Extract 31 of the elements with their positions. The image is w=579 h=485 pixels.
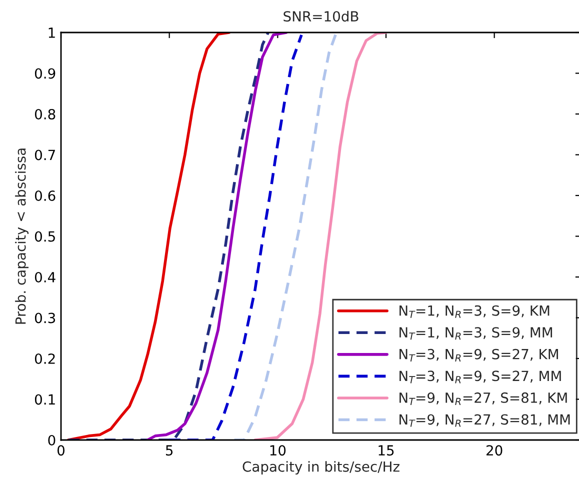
y-tick-label: 0	[48, 434, 56, 446]
legend-label: N$_{T}$=9, N$_{R}$=27, S=81, MM	[400, 414, 570, 427]
y-tick-label: 0.2	[34, 353, 55, 364]
x-tick-label: 20	[486, 445, 502, 456]
legend-label: N$_{T}$=9, N$_{R}$=27, S=81, KM	[400, 392, 567, 406]
line-series	[232, 32, 338, 440]
y-tick-label: 0.6	[34, 190, 56, 201]
legend-label: N$_{T}$=3, N$_{R}$=9, S=27, MM	[400, 370, 561, 384]
legend-label: N$_{T}$=1, N$_{R}$=3, S=9, KM	[400, 305, 550, 318]
y-axis-title: Prob. capacity < abscissa	[15, 148, 28, 324]
x-tick-label: 0	[57, 445, 64, 456]
y-tick-label: 0.1	[34, 394, 55, 405]
line-series	[146, 32, 288, 440]
line-series	[66, 32, 270, 440]
y-tick-label: 0.8	[34, 108, 56, 120]
chart-title: SNR=10dB	[284, 10, 358, 22]
x-axis-title: Capacity in bits/sec/Hz	[242, 461, 400, 475]
legend-label: N$_{T}$=1, N$_{R}$=3, S=9, MM	[400, 327, 552, 340]
y-tick-label: 0.5	[34, 231, 55, 242]
y-tick-label: 1	[48, 28, 55, 38]
y-tick-label: 0.9	[34, 68, 56, 79]
x-tick-label: 10	[270, 445, 286, 456]
x-tick-label: 15	[378, 445, 394, 456]
y-tick-label: 0.7	[34, 150, 55, 160]
line-series	[254, 32, 388, 440]
y-tick-label: 0.4	[34, 272, 56, 282]
x-tick-label: 5	[166, 445, 173, 456]
line-series	[66, 32, 231, 440]
line-series	[168, 34, 303, 440]
legend-label: N$_{T}$=3, N$_{R}$=9, S=27, KM	[400, 348, 558, 362]
y-tick-label: 0.3	[34, 312, 56, 324]
